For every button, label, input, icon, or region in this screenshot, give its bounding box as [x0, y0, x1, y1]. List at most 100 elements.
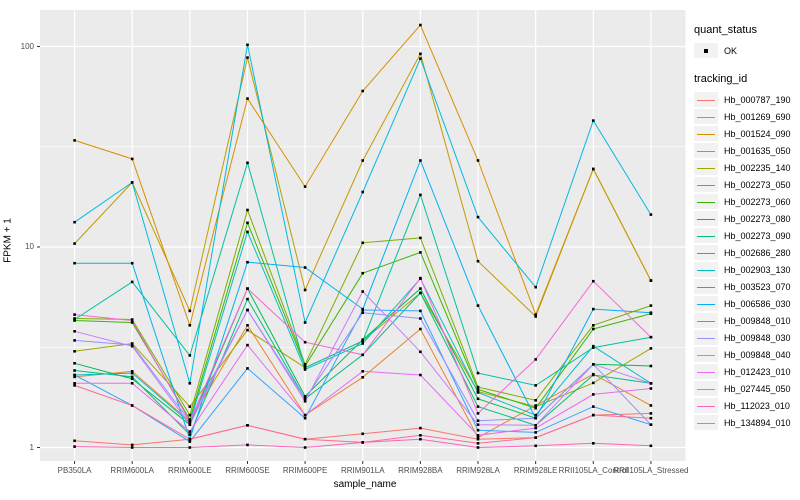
data-point: [534, 416, 537, 420]
data-point: [361, 308, 364, 312]
point-swatch-icon: [694, 43, 718, 58]
data-point: [246, 287, 249, 290]
x-tick-label: RRIM928LE: [513, 466, 558, 475]
data-point: [476, 419, 480, 422]
legend-item-label: Hb_009848_010: [724, 315, 791, 326]
data-point: [592, 344, 595, 348]
data-point: [73, 242, 76, 245]
data-point: [303, 363, 307, 366]
data-point: [534, 406, 537, 410]
x-tick-label: RRIM600LA: [110, 466, 154, 475]
legend-item-label: Hb_000787_190: [724, 94, 791, 105]
data-point: [188, 405, 192, 408]
data-point: [73, 350, 76, 353]
legend-item-label: OK: [724, 45, 738, 56]
data-point: [534, 424, 537, 427]
data-point: [649, 423, 653, 426]
data-point: [476, 385, 480, 389]
y-tick-label: 10: [25, 242, 34, 251]
legend-item-tracking-id: Hb_009848_040: [694, 346, 800, 363]
data-point: [73, 261, 76, 265]
data-point: [534, 285, 537, 289]
y-tick-label: 1: [29, 442, 34, 452]
legend-item-tracking-id: Hb_002273_060: [694, 193, 800, 210]
data-point: [476, 391, 480, 394]
line-swatch-icon: [694, 211, 718, 226]
data-point: [361, 241, 364, 245]
data-point: [419, 251, 422, 254]
data-point: [73, 339, 76, 342]
data-point: [130, 382, 134, 385]
legend-title-quant-status: quant_status: [694, 24, 757, 36]
legend-item-tracking-id: Hb_001269_690: [694, 108, 800, 125]
line-swatch-icon: [694, 194, 718, 209]
legend-item-tracking-id: Hb_009848_030: [694, 329, 800, 346]
data-point: [303, 185, 307, 188]
data-point: [246, 328, 249, 332]
line-swatch-icon: [694, 364, 718, 379]
legend-item-label: Hb_001269_690: [724, 111, 791, 122]
data-point: [476, 436, 480, 439]
data-point: [649, 364, 653, 368]
data-point: [188, 324, 192, 327]
data-point: [476, 442, 480, 445]
x-tick-label: RRIM928LA: [456, 466, 500, 475]
data-point: [246, 297, 249, 301]
data-point: [246, 343, 249, 347]
legend-item-label: Hb_027445_050: [724, 383, 791, 394]
data-point: [361, 370, 364, 373]
data-point: [476, 437, 480, 441]
data-point: [361, 159, 364, 162]
data-point: [419, 373, 422, 377]
data-point: [649, 382, 653, 385]
data-point: [73, 439, 76, 443]
legend-item-tracking-id: Hb_027445_050: [694, 380, 800, 397]
data-point: [649, 404, 653, 407]
legend-item-tracking-id: Hb_003523_070: [694, 278, 800, 295]
legend-item-tracking-id: Hb_002235_140: [694, 159, 800, 176]
data-point: [188, 433, 192, 436]
data-point: [592, 324, 595, 327]
data-point: [361, 311, 364, 314]
data-point: [592, 119, 595, 122]
data-point: [188, 437, 192, 441]
data-point: [649, 347, 653, 350]
data-point: [534, 315, 537, 318]
data-point: [649, 311, 653, 314]
data-point: [419, 350, 422, 354]
legend-item-label: Hb_002273_090: [724, 230, 791, 241]
legend-item-tracking-id: Hb_000787_190: [694, 91, 800, 108]
data-point: [188, 413, 192, 417]
data-point: [419, 291, 422, 295]
legend: quant_status OK tracking_id Hb_000787_19…: [694, 24, 800, 431]
line-swatch-icon: [694, 177, 718, 192]
data-point: [534, 384, 537, 387]
data-point: [361, 339, 364, 343]
data-point: [592, 373, 595, 377]
data-point: [361, 441, 364, 444]
x-tick-label: RRII105LA_Stressed: [613, 466, 689, 475]
data-point: [73, 330, 76, 333]
data-point: [188, 446, 192, 449]
legend-item-label: Hb_001635_050: [724, 145, 791, 156]
x-tick-label: RRIM901LA: [340, 466, 385, 475]
legend-item-label: Hb_009848_040: [724, 349, 791, 360]
line-swatch-icon: [694, 109, 718, 124]
data-point: [476, 423, 480, 426]
legend-item-label: Hb_134894_010: [724, 417, 791, 428]
data-point: [130, 181, 134, 184]
x-tick-label: RRIM600PE: [282, 466, 328, 475]
data-point: [649, 444, 653, 448]
data-point: [303, 397, 307, 401]
data-point: [303, 364, 307, 368]
data-point: [246, 230, 249, 234]
legend-item-tracking-id: Hb_001524_090: [694, 125, 800, 142]
data-point: [534, 444, 537, 448]
data-point: [361, 353, 364, 357]
data-point: [419, 52, 422, 56]
legend-item-label: Hb_002686_280: [724, 247, 791, 258]
data-point: [476, 446, 480, 449]
data-point: [419, 193, 422, 197]
data-point: [592, 279, 595, 283]
